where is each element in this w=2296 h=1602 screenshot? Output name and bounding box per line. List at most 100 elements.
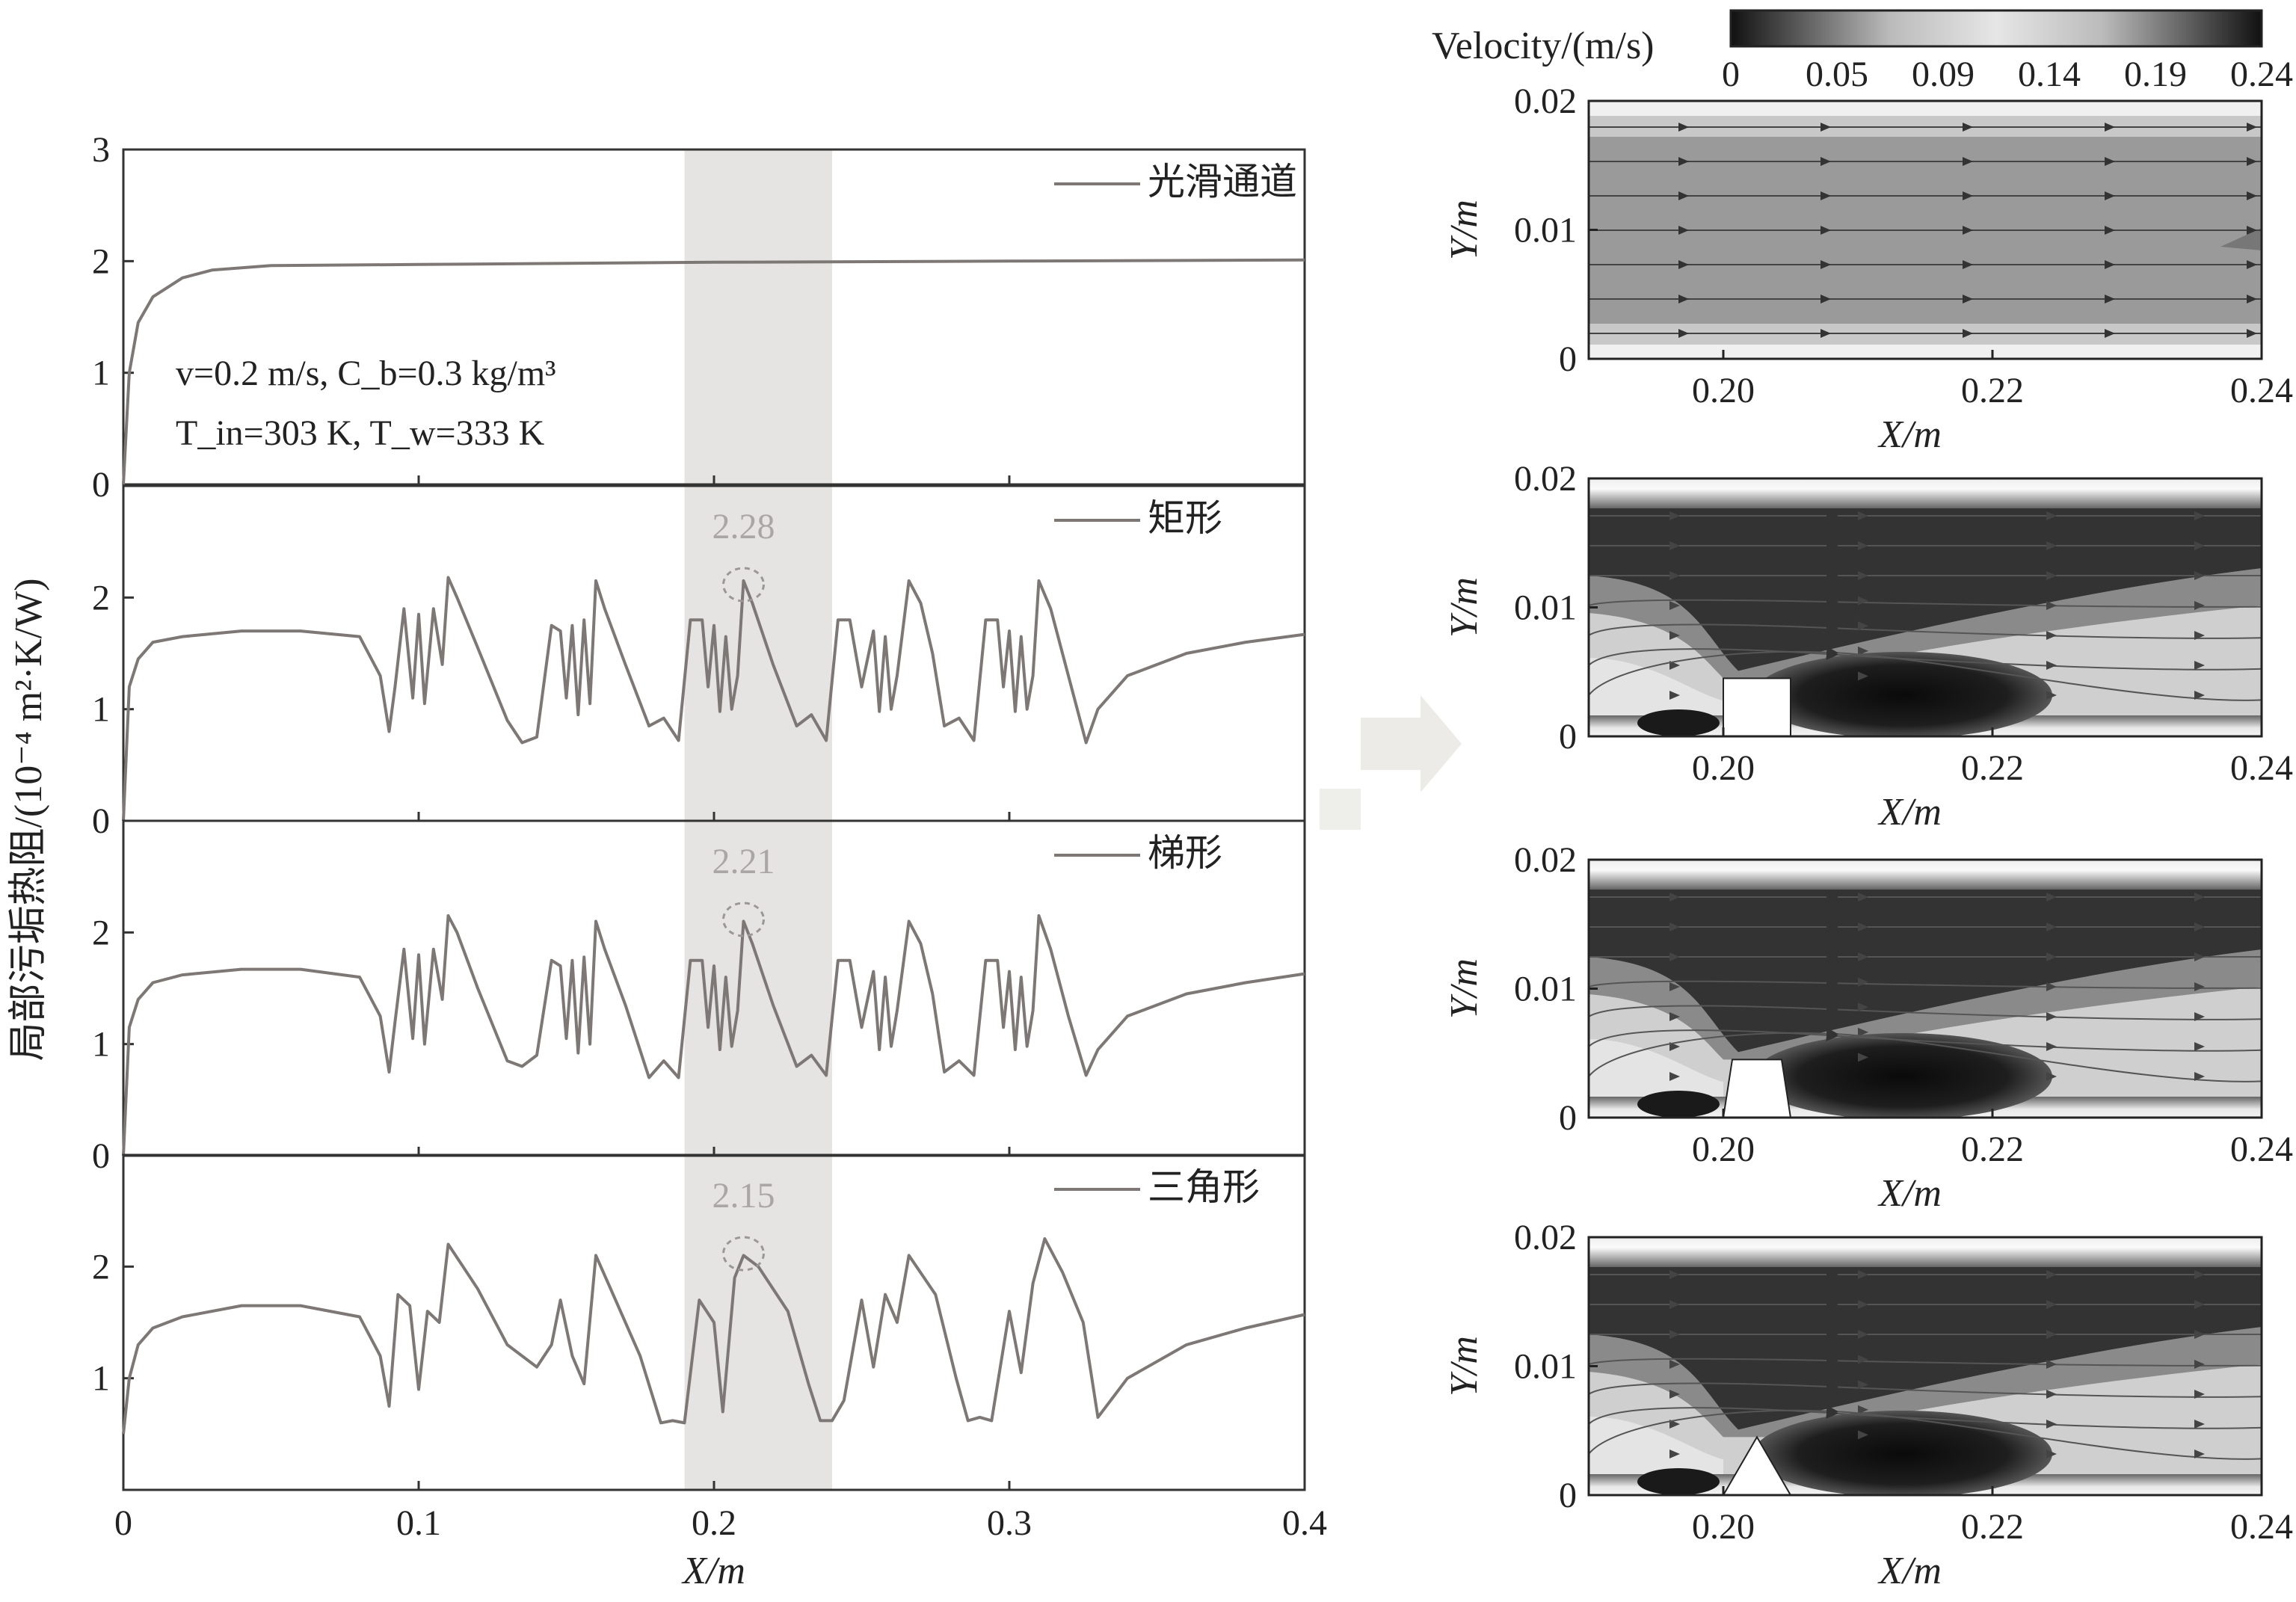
flow-arrow [1669,1042,1680,1051]
flow-arrow [2247,329,2257,338]
streamline [1589,595,2262,608]
flow-arrow [2046,1390,2057,1399]
flow-arrow [1669,1360,1680,1369]
flow-arrow [2046,893,2057,902]
flow-arrow [1858,1270,1868,1279]
x-tick-label: 0.20 [1692,371,1755,410]
flow-arrow [2247,260,2257,269]
flow-arrow [1669,541,1680,550]
y-axis-label: 局部污垢热阻/(10⁻⁴ m²·K/W) [7,578,50,1061]
y-tick-label: 3 [92,130,110,170]
flow-arrow [1858,646,1868,656]
flow-arrow [2194,661,2205,670]
y-tick-label: 1 [92,354,110,393]
flow-arrow [1821,157,1831,166]
flow-arrow [2046,952,2057,961]
x-tick-label: 0.2 [692,1503,736,1543]
flow-arrow [1963,295,1973,304]
corner-vortex [1637,1468,1720,1495]
flow-arrow [2194,952,2205,961]
flow-arrow [1821,329,1831,338]
flow-arrow [1858,952,1868,961]
flow-arrow [1963,226,1973,235]
flow-arrow [2046,631,2057,640]
flow-arrow [2194,1270,2205,1279]
contour-panel: 0 0.01 0.02 0.20 0.22 0.24 X/m Y/m [1443,1218,2293,1592]
fouling-resistance-chart: 0 1 2 3 光滑通道 0 1 2 矩形 2.28 0 1 2 梯形 2.21 1 2 三角形 2.15 0 0.1… [7,130,1327,1592]
colorbar-title: Velocity/(m/s) [1432,25,1655,67]
flow-arrow [2105,123,2115,132]
flow-arrow [1669,1300,1680,1309]
flow-arrow [2046,541,2057,550]
flow-arrow [2194,571,2205,580]
x-axis-label: X/m [1877,413,1942,456]
recirculation-zone [1753,1411,2052,1495]
flow-arrow [2046,1300,2057,1309]
streamline [1589,646,2262,701]
flow-arrow [1858,1355,1868,1364]
flow-arrow [2046,1270,2057,1279]
flow-arrow [1669,982,1680,991]
flow-arrow [1669,952,1680,961]
y-tick-label: 0.02 [1514,81,1577,121]
colorbar-tick-label: 0.05 [1806,55,1868,94]
flow-arrow [1669,1330,1680,1339]
velocity-contours: Velocity/(m/s) 0 0.05 0.09 0.14 0.19 0.24 0 0.… [1432,9,2293,1592]
legend-label: 矩形 [1148,497,1222,539]
recirculation-zone [1753,652,2052,736]
streamline [1589,1029,2262,1052]
flow-arrow [2046,691,2057,700]
flow-arrow [2046,1042,2057,1051]
flow-arrow [1669,1012,1680,1021]
streamline [1589,1354,2262,1367]
y-tick-label: 0 [1559,717,1577,757]
flow-arrow [1963,157,1973,166]
x-tick-label: 0.22 [1961,1507,2024,1547]
y-tick-label: 0 [1559,1476,1577,1515]
peak-marker [722,1236,765,1272]
flow-arrow [2105,226,2115,235]
y-tick-label: 2 [92,913,110,952]
x-tick-label: 0.24 [2230,1130,2293,1169]
y-tick-label: 0 [1559,1098,1577,1138]
flow-arrow [1678,226,1689,235]
flow-arrow [2247,123,2257,132]
series-line [122,258,1305,485]
flow-arrow [1858,977,1868,987]
flow-arrow [1678,123,1689,132]
flow-arrow [1858,893,1868,902]
flow-arrow [1678,260,1689,269]
flow-arrow [1858,511,1868,520]
flow-arrow [1821,191,1831,200]
flow-arrow [1669,1072,1680,1081]
contour-panel: 0 0.01 0.02 0.20 0.22 0.24 X/m Y/m [1443,81,2293,456]
flow-arrow [1669,691,1680,700]
colorbar-tick-label: 0.14 [2018,55,2081,94]
x-tick-label: 0.24 [2230,371,2293,410]
x-tick-label: 0 [114,1503,132,1543]
x-tick-label: 0.22 [1961,748,2024,788]
legend-label: 三角形 [1148,1166,1260,1208]
streamline [1589,1002,2262,1020]
condition-line-2: T_in=303 K, T_w=333 K [176,413,545,453]
y-tick-label: 2 [92,578,110,617]
contour-panel: 0 0.01 0.02 0.20 0.22 0.24 X/m Y/m [1443,840,2293,1215]
flow-arrow [2046,601,2057,610]
x-axis-label: X/m [1877,791,1942,834]
flow-arrow [1858,1380,1868,1390]
flow-arrow [1669,1390,1680,1399]
peak-label: 2.21 [713,842,775,881]
x-tick-label: 0.4 [1282,1503,1327,1543]
flow-arrow [2105,329,2115,338]
y-tick-label: 0.01 [1514,970,1577,1009]
y-tick-label: 0.01 [1514,1347,1577,1387]
flow-arrow [1858,1300,1868,1309]
flow-arrow [2046,1072,2057,1081]
corner-vortex [1637,1091,1720,1118]
y-tick-label: 1 [92,1359,110,1399]
streamline [1589,976,2262,989]
flow-arrow [1858,541,1868,550]
peak-marker [722,567,765,603]
y-axis-label: Y/m [1443,1336,1486,1396]
